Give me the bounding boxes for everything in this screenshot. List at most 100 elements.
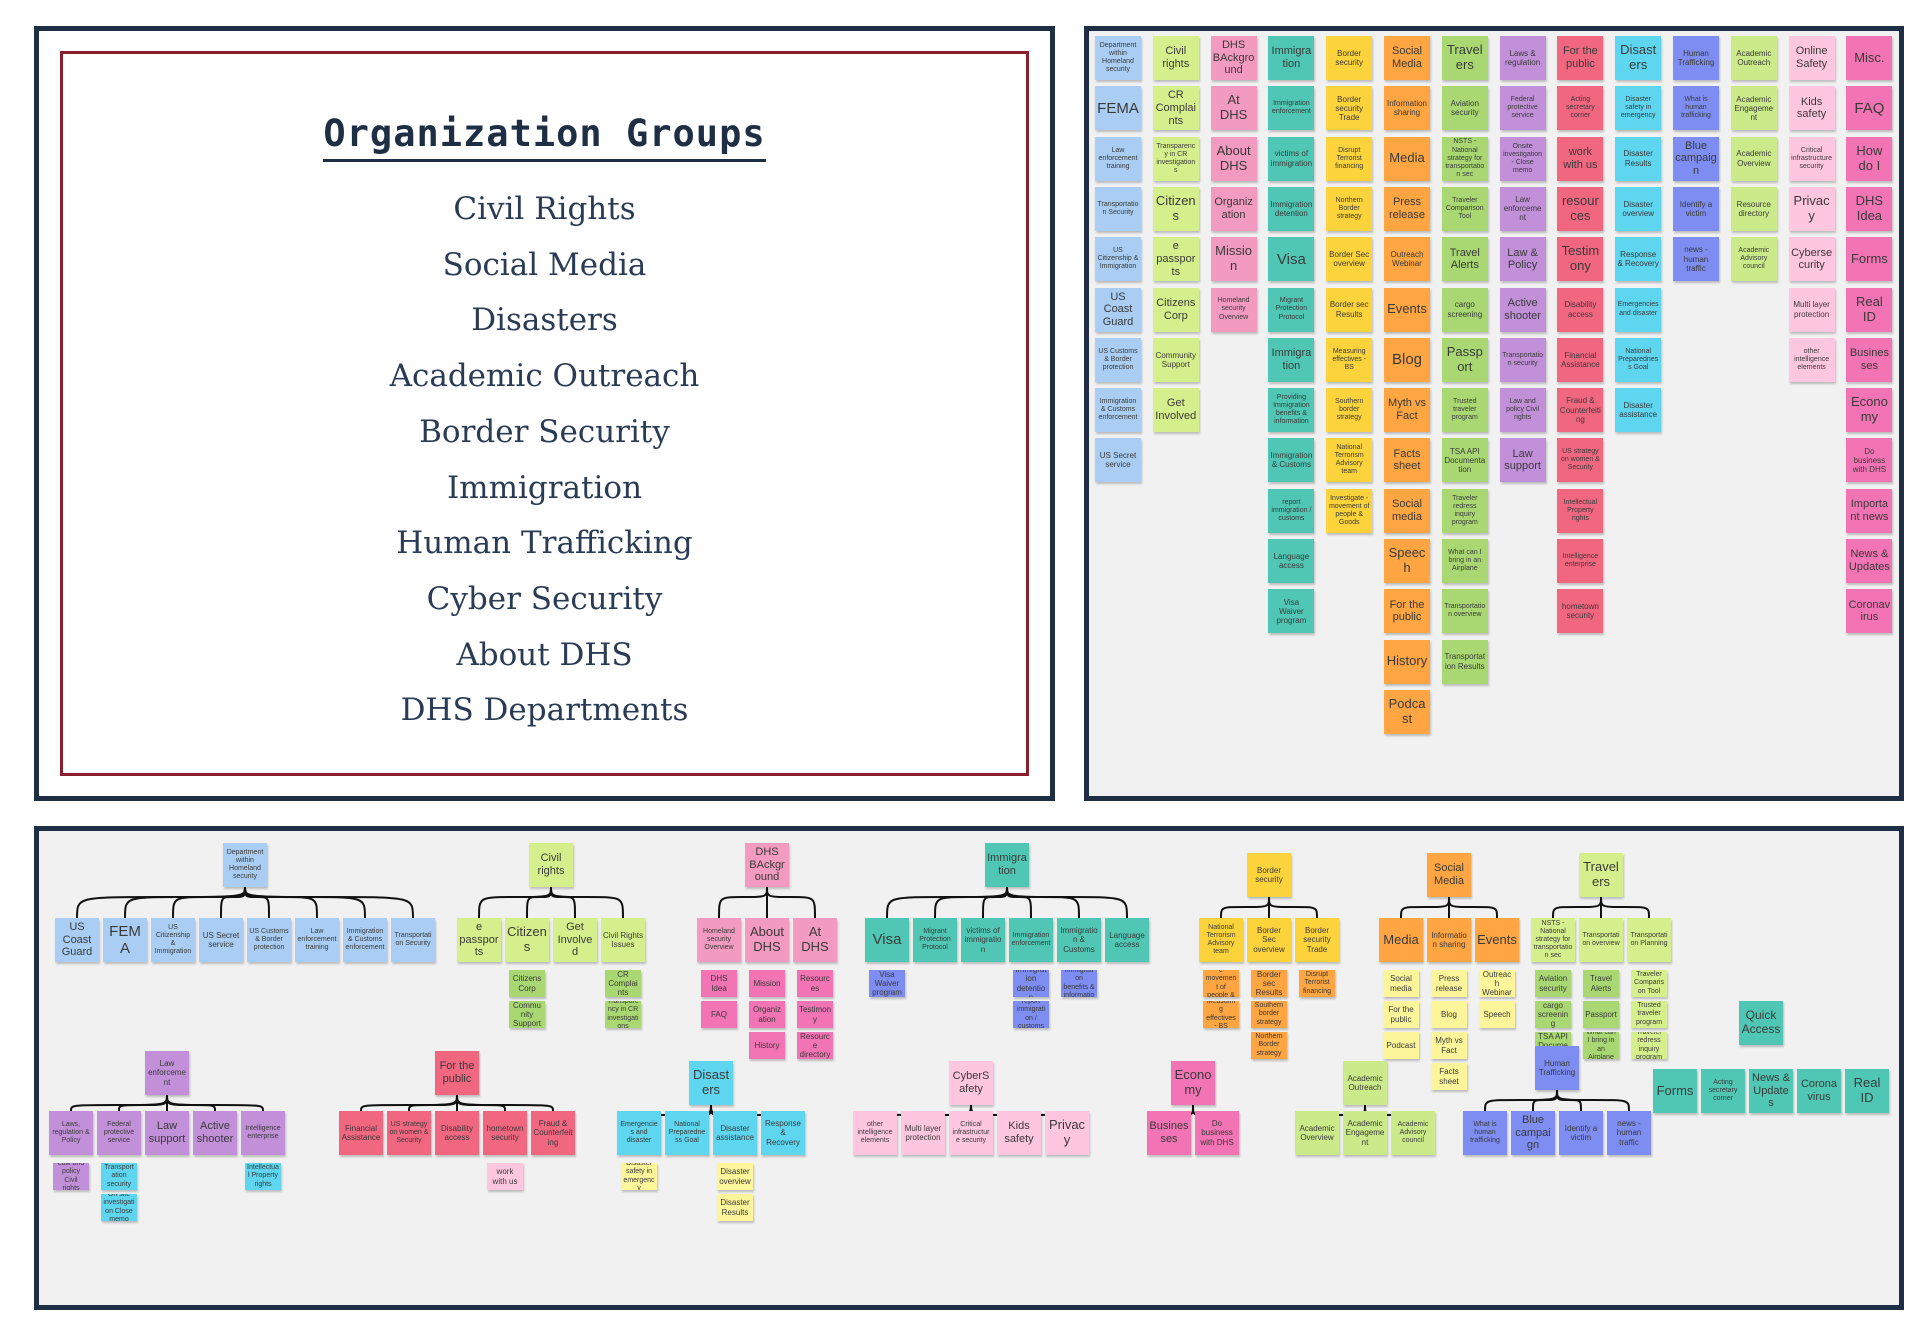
tree-sub-note[interactable]: report immigration / customs: [1013, 1001, 1049, 1028]
tree-sub-note[interactable]: History: [749, 1032, 785, 1059]
card-sort-note[interactable]: US strategy on women & Security: [1557, 438, 1604, 483]
card-sort-note[interactable]: What can I bring in an Airplane: [1441, 539, 1488, 583]
tree-child-note[interactable]: hometown security: [483, 1111, 527, 1155]
tree-sub-note[interactable]: Mission: [749, 970, 785, 997]
card-sort-note[interactable]: Migrant Protection Protocol: [1268, 287, 1315, 332]
card-sort-note[interactable]: Events: [1384, 287, 1430, 332]
card-sort-note[interactable]: resources: [1557, 186, 1604, 231]
tree-sub-note[interactable]: Southern border strategy: [1251, 1001, 1287, 1028]
tree-child-note[interactable]: Intelligence enterprise: [241, 1111, 285, 1155]
card-sort-note[interactable]: US Customs & Border protection: [1095, 337, 1141, 382]
tree-sub-note[interactable]: For the public: [1383, 1001, 1419, 1028]
tree-child-note[interactable]: Emergencies and disaster: [617, 1111, 661, 1155]
tree-child-note[interactable]: Fraud & Counterfeiting: [531, 1111, 575, 1155]
tree-sub-note[interactable]: Visa Waiver program: [869, 970, 905, 997]
tree-child-note[interactable]: Transportation Security: [391, 918, 435, 962]
tree-root-note[interactable]: Disasters: [689, 1061, 733, 1105]
card-sort-note[interactable]: Forms: [1846, 237, 1893, 282]
tree-child-note[interactable]: Information sharing: [1427, 918, 1471, 962]
card-sort-note[interactable]: Transportation overview: [1441, 589, 1488, 634]
tree-sub-note[interactable]: Myth vs Fact: [1431, 1032, 1467, 1059]
tree-child-note[interactable]: Citizens: [505, 918, 549, 962]
card-sort-note[interactable]: Disability access: [1557, 287, 1604, 332]
card-sort-note[interactable]: Law enforcement: [1499, 186, 1546, 231]
tree-sub-note[interactable]: Aviation security: [1535, 970, 1571, 997]
card-sort-note[interactable]: Disaster safety in emergency: [1615, 86, 1662, 131]
card-sort-note[interactable]: Immigration: [1268, 36, 1315, 80]
card-sort-note[interactable]: Mission: [1210, 237, 1257, 282]
card-sort-note[interactable]: Disaster Results: [1615, 136, 1662, 181]
quick-access-item[interactable]: Real ID: [1845, 1069, 1889, 1113]
tree-child-note[interactable]: Businesses: [1147, 1111, 1191, 1155]
tree-sub-note[interactable]: Trusted traveler program: [1631, 1001, 1667, 1028]
card-sort-note[interactable]: About DHS: [1210, 136, 1257, 181]
card-sort-note[interactable]: Transportation Security: [1095, 186, 1141, 231]
tree-sub-note[interactable]: Resources: [797, 970, 833, 997]
card-sort-note[interactable]: Online Safety: [1788, 36, 1835, 80]
tree-root-note[interactable]: Social Media: [1427, 853, 1471, 897]
card-sort-note[interactable]: Department within Homeland security: [1095, 36, 1141, 80]
tree-sub-note[interactable]: DHS Idea: [701, 970, 737, 997]
tree-child-note[interactable]: Multi layer protection: [901, 1111, 945, 1155]
quick-access-note[interactable]: Quick Access: [1739, 1001, 1783, 1045]
card-sort-note[interactable]: Traveler Comparison Tool: [1441, 186, 1488, 231]
tree-sub-note[interactable]: work with us: [487, 1163, 523, 1190]
card-sort-note[interactable]: Disasters: [1615, 36, 1662, 80]
card-sort-note[interactable]: Multi layer protection: [1788, 287, 1835, 332]
card-sort-note[interactable]: Immigration & Customs enforcement: [1095, 388, 1141, 433]
tree-child-note[interactable]: Response & Recovery: [761, 1111, 805, 1155]
card-sort-note[interactable]: Resource directory: [1730, 186, 1777, 231]
tree-child-note[interactable]: other intelligence elements: [853, 1111, 897, 1155]
tree-child-note[interactable]: Media: [1379, 918, 1423, 962]
tree-sub-note[interactable]: Intellectual Property rights: [245, 1163, 281, 1190]
tree-sub-note[interactable]: Border sec Results: [1251, 970, 1287, 997]
card-sort-note[interactable]: Do business with DHS: [1846, 438, 1893, 483]
card-sort-note[interactable]: Misc.: [1846, 36, 1893, 80]
card-sort-note[interactable]: Onsite investigation - Close memo: [1499, 136, 1546, 181]
tree-root-note[interactable]: Border security: [1247, 853, 1291, 897]
tree-child-note[interactable]: US Customs & Border protection: [247, 918, 291, 962]
tree-child-note[interactable]: Academic Overview: [1295, 1111, 1339, 1155]
card-sort-note[interactable]: News & Updates: [1846, 539, 1893, 583]
quick-access-item[interactable]: Acting secretary corner: [1701, 1069, 1745, 1113]
tree-child-note[interactable]: Disability access: [435, 1111, 479, 1155]
card-sort-note[interactable]: Visa: [1268, 237, 1315, 282]
tree-sub-note[interactable]: Transparency in CR investigations: [605, 1001, 641, 1028]
card-sort-note[interactable]: Transportation Results: [1441, 639, 1488, 684]
card-sort-note[interactable]: Homeland security Overview: [1210, 287, 1257, 332]
tree-child-note[interactable]: About DHS: [745, 918, 789, 962]
tree-child-note[interactable]: Kids safety: [997, 1111, 1041, 1155]
tree-sub-note[interactable]: Disaster Results: [717, 1194, 753, 1221]
quick-access-item[interactable]: Coronavirus: [1797, 1069, 1841, 1113]
card-sort-note[interactable]: Southern border strategy: [1326, 388, 1373, 433]
tree-sub-note[interactable]: Northern Border strategy: [1251, 1032, 1287, 1059]
card-sort-note[interactable]: Emergencies and disaster: [1615, 287, 1662, 332]
tree-sub-note[interactable]: Testimony: [797, 1001, 833, 1028]
card-sort-note[interactable]: Businesses: [1846, 337, 1893, 382]
tree-child-note[interactable]: Language access: [1105, 918, 1149, 962]
card-sort-note[interactable]: Critical infrastructure security: [1788, 136, 1835, 181]
tree-sub-note[interactable]: Investigate movement of people & Goods: [1203, 970, 1239, 997]
tree-root-note[interactable]: Department within Homeland security: [223, 843, 267, 887]
card-sort-note[interactable]: Important news: [1846, 488, 1893, 533]
tree-child-note[interactable]: Immigration & Customs: [1057, 918, 1101, 962]
card-sort-note[interactable]: Academic Outreach: [1730, 36, 1777, 80]
card-sort-note[interactable]: Law & Policy: [1499, 237, 1546, 282]
card-sort-note[interactable]: Language access: [1268, 539, 1315, 583]
tree-sub-note[interactable]: Disaster safety in emergency: [621, 1163, 657, 1190]
tree-sub-note[interactable]: Immigration detention: [1013, 970, 1049, 997]
card-sort-note[interactable]: Organization: [1210, 186, 1257, 231]
tree-sub-note[interactable]: Facts sheet: [1431, 1063, 1467, 1090]
card-sort-note[interactable]: Disrupt Terrorist financing: [1326, 136, 1373, 181]
card-sort-note[interactable]: Aviation security: [1441, 86, 1488, 131]
card-sort-note[interactable]: Fraud & Counterfeiting: [1557, 388, 1604, 433]
tree-child-note[interactable]: Border Sec overview: [1247, 918, 1291, 962]
tree-child-note[interactable]: Civil Rights Issues: [601, 918, 645, 962]
card-sort-note[interactable]: Podcast: [1384, 689, 1430, 734]
card-sort-note[interactable]: Outreach Webinar: [1384, 237, 1430, 282]
card-sort-note[interactable]: Disaster assistance: [1615, 388, 1662, 433]
tree-child-note[interactable]: US Citizenship & Immigration: [151, 918, 195, 962]
card-sort-note[interactable]: Intelligence enterprise: [1557, 539, 1604, 583]
tree-child-note[interactable]: Critical infrastructure security: [949, 1111, 993, 1155]
card-sort-note[interactable]: FAQ: [1846, 86, 1893, 131]
